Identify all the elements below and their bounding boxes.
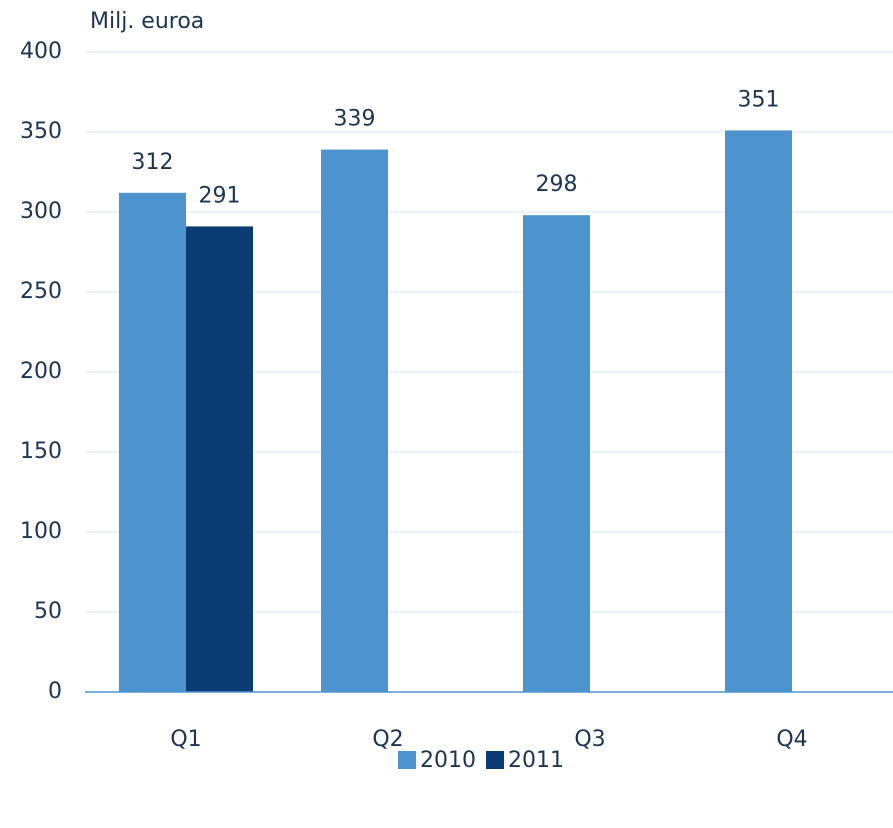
y-tick-label: 100 bbox=[20, 519, 62, 544]
y-tick-label: 150 bbox=[20, 439, 62, 464]
bar bbox=[321, 149, 388, 693]
y-tick-label: 0 bbox=[48, 679, 62, 704]
y-tick-label: 300 bbox=[20, 199, 62, 224]
value-label: 298 bbox=[536, 172, 578, 197]
value-label: 312 bbox=[132, 150, 174, 175]
legend-label: 2011 bbox=[508, 748, 564, 773]
bar bbox=[725, 130, 792, 692]
value-label: 351 bbox=[738, 87, 780, 112]
legend-label: 2010 bbox=[420, 748, 476, 773]
bar bbox=[186, 226, 253, 692]
y-tick-label: 50 bbox=[34, 599, 62, 624]
y-tick-label: 250 bbox=[20, 279, 62, 304]
x-tick-label: Q4 bbox=[776, 727, 807, 752]
value-label: 339 bbox=[334, 107, 376, 132]
y-tick-label: 350 bbox=[20, 119, 62, 144]
bar bbox=[523, 215, 590, 692]
y-tick-label: 200 bbox=[20, 359, 62, 384]
x-tick-label: Q2 bbox=[372, 727, 403, 752]
y-axis-label: Milj. euroa bbox=[90, 9, 204, 34]
bar bbox=[119, 192, 186, 693]
legend-swatch bbox=[486, 751, 504, 769]
legend-swatch bbox=[398, 751, 416, 769]
x-tick-label: Q3 bbox=[574, 727, 605, 752]
y-tick-label: 400 bbox=[20, 39, 62, 64]
x-tick-label: Q1 bbox=[170, 727, 201, 752]
value-label: 291 bbox=[199, 183, 241, 208]
